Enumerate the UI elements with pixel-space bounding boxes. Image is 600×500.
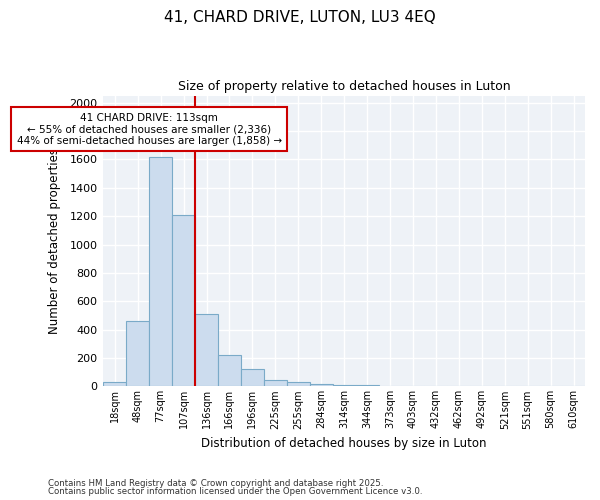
Bar [241, 370, 264, 386]
Y-axis label: Number of detached properties: Number of detached properties [48, 148, 61, 334]
Text: Contains public sector information licensed under the Open Government Licence v3: Contains public sector information licen… [48, 487, 422, 496]
Bar [287, 382, 310, 386]
Text: 41, CHARD DRIVE, LUTON, LU3 4EQ: 41, CHARD DRIVE, LUTON, LU3 4EQ [164, 10, 436, 25]
Bar [356, 385, 379, 386]
Text: Contains HM Land Registry data © Crown copyright and database right 2025.: Contains HM Land Registry data © Crown c… [48, 478, 383, 488]
X-axis label: Distribution of detached houses by size in Luton: Distribution of detached houses by size … [202, 437, 487, 450]
Bar [195, 314, 218, 386]
Bar [332, 385, 356, 386]
Bar [126, 321, 149, 386]
Bar [218, 355, 241, 386]
Title: Size of property relative to detached houses in Luton: Size of property relative to detached ho… [178, 80, 511, 93]
Bar [103, 382, 126, 386]
Text: 41 CHARD DRIVE: 113sqm
← 55% of detached houses are smaller (2,336)
44% of semi-: 41 CHARD DRIVE: 113sqm ← 55% of detached… [17, 112, 282, 146]
Bar [264, 380, 287, 386]
Bar [172, 214, 195, 386]
Bar [149, 156, 172, 386]
Bar [310, 384, 332, 386]
